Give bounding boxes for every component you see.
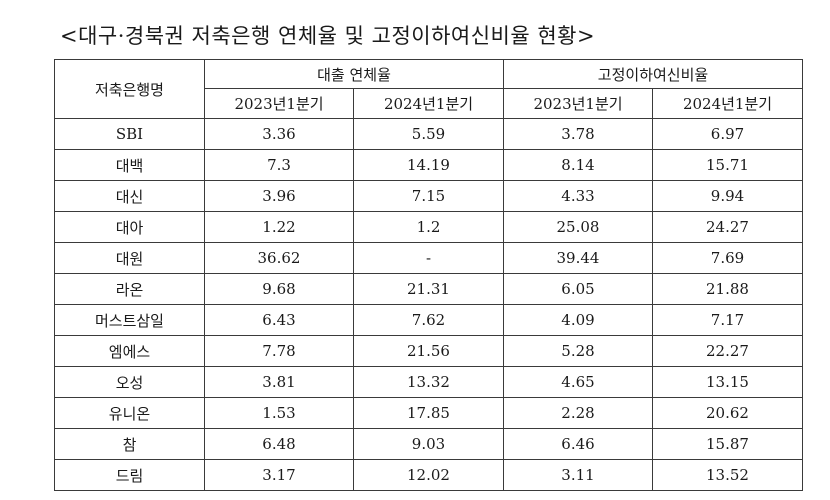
value-cell: 7.15 — [353, 180, 504, 212]
value-cell: 3.81 — [204, 366, 354, 398]
value-cell: 3.17 — [204, 459, 354, 491]
value-cell: 3.36 — [204, 118, 354, 150]
value-cell: 15.71 — [652, 149, 803, 181]
value-cell: 3.96 — [204, 180, 354, 212]
savings-bank-table: 저축은행명 대출 연체율 고정이하여신비율 2023년1분기 2024년1분기 … — [54, 59, 803, 491]
table-row: 대원 36.62-39.44 7.69 — [54, 242, 803, 274]
value-cell: 8.14 — [503, 149, 653, 181]
value-cell: 9.68 — [204, 273, 354, 305]
table-row: SBI 3.36 5.59 3.78 6.97 — [54, 118, 803, 150]
bank-name-cell: 대원 — [54, 242, 205, 274]
table-row: 대백 7.3 14.19 8.14 15.71 — [54, 149, 803, 181]
bank-name-cell: 머스트삼일 — [54, 304, 205, 336]
value-cell: 3.78 — [503, 118, 653, 150]
group-header-delinquency: 대출 연체율 — [204, 59, 504, 89]
table-row: 머스트삼일 6.43 7.62 4.09 7.17 — [54, 304, 803, 336]
value-cell: 21.88 — [652, 273, 803, 305]
bank-name-cell: 드림 — [54, 459, 205, 491]
value-cell: 6.43 — [204, 304, 354, 336]
period-header: 2024년1분기 — [353, 88, 504, 119]
value-cell: 5.28 — [503, 335, 653, 367]
value-cell: 9.94 — [652, 180, 803, 212]
value-cell: 4.33 — [503, 180, 653, 212]
value-cell: 25.08 — [503, 211, 653, 243]
table-row: 대아 1.22 1.2 25.08 24.27 — [54, 211, 803, 243]
value-cell: 4.09 — [503, 304, 653, 336]
value-cell: 13.15 — [652, 366, 803, 398]
bank-name-cell: 대아 — [54, 211, 205, 243]
table-body: SBI 3.36 5.59 3.78 6.97 대백 7.3 14.19 8.14 15.71 대신… — [54, 118, 803, 491]
bank-name-cell: 대백 — [54, 149, 205, 181]
value-cell: 1.2 — [353, 211, 504, 243]
value-cell: 7.62 — [353, 304, 504, 336]
value-cell: 9.03 — [353, 428, 504, 460]
value-cell: 13.32 — [353, 366, 504, 398]
period-header: 2023년1분기 — [204, 88, 354, 119]
value-cell: 17.85 — [353, 397, 504, 429]
document-title: <대구·경북권 저축은행 연체율 및 고정이하여신비율 현황> — [60, 24, 596, 48]
table-row: 드림 3.17 12.02 3.11 13.52 — [54, 459, 803, 491]
period-header: 2023년1분기 — [503, 88, 653, 119]
table-row: 대신 3.96 7.15 4.33 9.94 — [54, 180, 803, 212]
value-cell: 6.48 — [204, 428, 354, 460]
value-cell: 13.52 — [652, 459, 803, 491]
value-cell: 6.05 — [503, 273, 653, 305]
bank-name-cell: 오성 — [54, 366, 205, 398]
value-cell: 1.53 — [204, 397, 354, 429]
value-cell: 7.78 — [204, 335, 354, 367]
period-header: 2024년1분기 — [652, 88, 803, 119]
group-header-substandard: 고정이하여신비율 — [503, 59, 803, 89]
bank-name-header: 저축은행명 — [54, 59, 205, 119]
value-cell: 39.44 — [503, 242, 653, 274]
value-cell: 15.87 — [652, 428, 803, 460]
table-row: 라온 9.68 21.31 6.05 21.88 — [54, 273, 803, 305]
bank-name-cell: 대신 — [54, 180, 205, 212]
value-cell: 14.19 — [353, 149, 504, 181]
bank-name-cell: 유니온 — [54, 397, 205, 429]
value-cell: 6.97 — [652, 118, 803, 150]
value-cell: 36.62 — [204, 242, 354, 274]
value-cell: 2.28 — [503, 397, 653, 429]
value-cell: 21.31 — [353, 273, 504, 305]
value-cell: 12.02 — [353, 459, 504, 491]
value-cell: 5.59 — [353, 118, 504, 150]
bank-name-cell: 라온 — [54, 273, 205, 305]
bank-name-cell: SBI — [54, 118, 205, 150]
value-cell: 20.62 — [652, 397, 803, 429]
value-cell: 7.17 — [652, 304, 803, 336]
bank-name-cell: 엠에스 — [54, 335, 205, 367]
table-row: 엠에스 7.78 21.56 5.28 22.27 — [54, 335, 803, 367]
value-cell: 22.27 — [652, 335, 803, 367]
value-cell: 3.11 — [503, 459, 653, 491]
table-row: 유니온 1.53 17.85 2.28 20.62 — [54, 397, 803, 429]
value-cell: 21.56 — [353, 335, 504, 367]
value-cell: 24.27 — [652, 211, 803, 243]
value-cell: 1.22 — [204, 211, 354, 243]
value-cell: 7.69 — [652, 242, 803, 274]
table-row: 참 6.48 9.03 6.46 15.87 — [54, 428, 803, 460]
value-cell: - — [353, 242, 504, 274]
value-cell: 6.46 — [503, 428, 653, 460]
bank-name-cell: 참 — [54, 428, 205, 460]
table-row: 오성 3.81 13.32 4.65 13.15 — [54, 366, 803, 398]
value-cell: 7.3 — [204, 149, 354, 181]
value-cell: 4.65 — [503, 366, 653, 398]
